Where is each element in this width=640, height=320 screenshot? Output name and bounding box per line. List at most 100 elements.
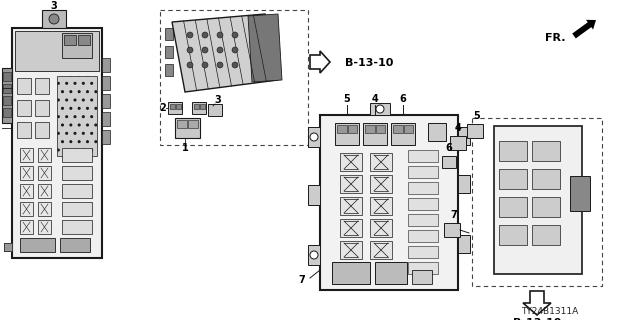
Bar xyxy=(494,126,582,274)
Bar xyxy=(472,118,602,286)
Bar xyxy=(188,120,198,128)
Bar xyxy=(4,243,12,251)
Circle shape xyxy=(376,105,384,113)
Circle shape xyxy=(217,47,223,53)
Bar xyxy=(102,58,110,72)
Circle shape xyxy=(232,32,238,38)
Text: 5: 5 xyxy=(474,111,481,121)
Bar xyxy=(408,246,438,258)
Bar xyxy=(370,103,390,115)
Bar xyxy=(20,184,33,198)
Circle shape xyxy=(49,14,59,24)
Bar xyxy=(4,243,12,251)
Bar xyxy=(20,148,33,162)
Circle shape xyxy=(202,62,208,68)
Bar xyxy=(340,241,362,259)
Bar xyxy=(168,102,182,114)
Bar xyxy=(340,153,362,171)
Polygon shape xyxy=(172,14,278,92)
Circle shape xyxy=(202,47,208,53)
Bar xyxy=(175,118,200,138)
Bar xyxy=(62,166,92,180)
Bar xyxy=(335,123,359,145)
Bar xyxy=(499,169,527,189)
Bar xyxy=(320,115,458,290)
Bar xyxy=(442,156,456,168)
Text: 3: 3 xyxy=(214,95,221,105)
Text: 6: 6 xyxy=(399,94,406,104)
Bar xyxy=(64,35,76,45)
Bar xyxy=(408,214,438,226)
Bar xyxy=(428,123,446,141)
Bar xyxy=(38,184,51,198)
Bar xyxy=(165,28,173,40)
Bar xyxy=(340,219,362,237)
Bar xyxy=(570,176,590,211)
Bar xyxy=(365,125,375,133)
Bar xyxy=(20,166,33,180)
Bar xyxy=(3,84,11,93)
Bar xyxy=(38,202,51,216)
Bar xyxy=(35,122,49,138)
Bar xyxy=(15,31,99,71)
Bar xyxy=(370,197,392,215)
Bar xyxy=(200,104,205,109)
Circle shape xyxy=(217,32,223,38)
Circle shape xyxy=(202,32,208,38)
Bar xyxy=(408,262,438,274)
Bar xyxy=(404,125,413,133)
Bar xyxy=(4,243,12,251)
Bar xyxy=(444,223,460,237)
Circle shape xyxy=(232,62,238,68)
Circle shape xyxy=(310,133,318,141)
Bar xyxy=(38,148,51,162)
Bar xyxy=(363,123,387,145)
Bar xyxy=(408,198,438,210)
Text: 7: 7 xyxy=(299,275,305,285)
Bar xyxy=(170,104,175,109)
Circle shape xyxy=(217,62,223,68)
Bar xyxy=(20,220,33,234)
Bar xyxy=(62,148,92,162)
Polygon shape xyxy=(310,51,330,73)
Text: 4: 4 xyxy=(372,94,378,104)
Text: 1: 1 xyxy=(182,143,188,153)
Bar xyxy=(308,245,320,265)
Bar xyxy=(38,220,51,234)
Text: B-13-10: B-13-10 xyxy=(513,318,561,320)
Bar xyxy=(499,141,527,161)
Bar xyxy=(17,100,31,116)
Bar xyxy=(532,141,560,161)
Bar xyxy=(308,127,320,147)
Bar xyxy=(62,202,92,216)
Bar xyxy=(458,175,470,193)
Bar xyxy=(62,184,92,198)
Text: 5: 5 xyxy=(344,94,350,104)
FancyArrow shape xyxy=(572,20,596,38)
Bar xyxy=(499,225,527,245)
Bar xyxy=(412,270,432,284)
Bar xyxy=(3,108,11,117)
Bar xyxy=(340,175,362,193)
Text: 6: 6 xyxy=(445,143,452,153)
Text: 2: 2 xyxy=(159,103,166,113)
Bar xyxy=(408,166,438,178)
Bar xyxy=(102,130,110,144)
Bar xyxy=(62,220,92,234)
Bar xyxy=(370,153,392,171)
Bar xyxy=(177,120,187,128)
Bar xyxy=(102,112,110,126)
Bar xyxy=(499,197,527,217)
Bar xyxy=(160,10,308,145)
Bar xyxy=(408,182,438,194)
Bar xyxy=(60,238,90,252)
Text: FR.: FR. xyxy=(545,33,566,43)
Text: 4: 4 xyxy=(454,123,461,133)
Circle shape xyxy=(310,251,318,259)
Bar xyxy=(340,197,362,215)
Bar xyxy=(194,104,199,109)
Bar xyxy=(165,46,173,58)
Text: B-13-10: B-13-10 xyxy=(345,58,394,68)
Circle shape xyxy=(232,47,238,53)
Bar xyxy=(176,104,181,109)
